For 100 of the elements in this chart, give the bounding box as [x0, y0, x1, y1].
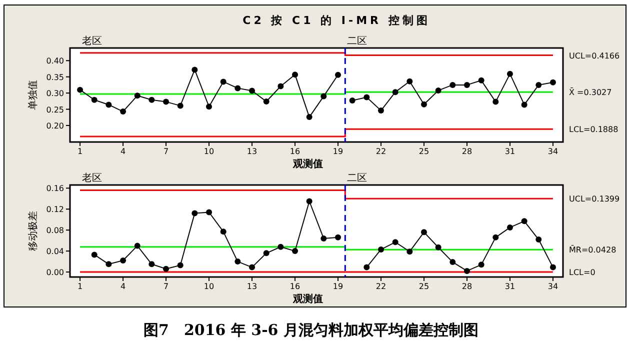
text: X̄ =0.3027: [569, 88, 612, 98]
point: [334, 234, 341, 240]
y-axis-title: 单独值: [27, 80, 39, 110]
point: [435, 87, 442, 94]
point: [192, 66, 198, 73]
point: [550, 264, 556, 270]
point: [292, 248, 298, 254]
point: [91, 96, 98, 103]
point: [521, 102, 528, 108]
y-tick-label: 0.12: [46, 205, 64, 214]
point: [334, 72, 341, 78]
point: [364, 264, 370, 270]
x-tick-label: 1: [77, 282, 83, 291]
point: [450, 82, 456, 88]
x-tick-label: 25: [418, 282, 430, 291]
point: [492, 234, 499, 240]
y-tick-label: 0.25: [46, 105, 64, 114]
point: [278, 83, 284, 90]
text: UCL=0.1399: [569, 194, 620, 204]
point: [378, 108, 384, 114]
point: [320, 93, 327, 100]
y-tick-label: 0.35: [46, 72, 64, 82]
point: [420, 229, 427, 236]
point: [378, 246, 384, 252]
x-axis-title: 观测值: [292, 293, 323, 305]
ref-line-label: 二区: [347, 173, 368, 184]
point: [148, 261, 155, 268]
point: [120, 257, 126, 264]
point: [550, 79, 556, 86]
x-tick-label: 4: [120, 147, 126, 156]
x-tick-label: 28: [462, 282, 472, 291]
y-tick-label: 0.40: [46, 56, 64, 66]
point: [320, 235, 327, 242]
x-tick-label: 34: [548, 147, 558, 156]
point: [521, 218, 528, 224]
point: [506, 224, 513, 230]
point: [406, 248, 413, 255]
x-tick-label: 31: [504, 282, 516, 291]
x-tick-label: 1: [77, 147, 83, 156]
point: [263, 98, 270, 104]
text: M̄R=0.0428: [569, 245, 616, 255]
x-tick-label: 34: [548, 282, 558, 291]
point: [464, 268, 470, 274]
caption: 图7 2016 年 3-6 月混匀料加权平均偏差控制图: [144, 321, 478, 339]
x-tick-label: 16: [290, 147, 300, 156]
point: [177, 262, 184, 268]
x-tick-label: 10: [204, 147, 214, 156]
text: LCL=0.1888: [569, 125, 618, 134]
text: 老区: [82, 172, 102, 184]
x-tick-label: 10: [204, 282, 214, 291]
point: [536, 236, 542, 243]
point: [134, 92, 140, 99]
x-tick-label: 22: [376, 147, 386, 156]
y-tick-label: 0.04: [46, 247, 64, 256]
point: [306, 114, 312, 120]
point: [464, 82, 470, 88]
point: [91, 252, 98, 258]
point: [220, 78, 226, 85]
point: [77, 86, 84, 93]
point: [163, 266, 170, 272]
point: [234, 258, 241, 265]
point: [306, 198, 312, 204]
text: UCL=0.4166: [569, 51, 620, 60]
point: [263, 250, 270, 256]
point: [364, 94, 370, 100]
y-tick-label: 0.20: [46, 121, 64, 130]
x-tick-label: 22: [376, 282, 386, 291]
point: [220, 228, 226, 235]
point: [148, 96, 155, 103]
point: [406, 78, 413, 84]
point: [234, 85, 241, 92]
x-tick-label: 16: [290, 282, 300, 291]
text: 老区: [82, 35, 102, 47]
point: [106, 102, 112, 108]
y-tick-label: 0.00: [46, 268, 64, 278]
x-tick-label: 25: [418, 147, 430, 156]
point: [134, 242, 140, 249]
point: [420, 101, 427, 108]
x-tick-label: 31: [504, 147, 516, 156]
y-tick-label: 0.16: [46, 184, 64, 194]
y-tick-label: 0.08: [46, 226, 64, 236]
point: [392, 89, 398, 96]
point: [120, 108, 126, 115]
point: [478, 77, 484, 84]
point: [450, 259, 456, 266]
x-axis-title: 观测值: [292, 158, 323, 170]
point: [192, 210, 198, 216]
x-tick-label: 28: [462, 147, 472, 156]
point: [349, 98, 356, 104]
point: [249, 264, 256, 270]
point: [435, 244, 442, 250]
ref-line-label: 二区: [347, 36, 368, 47]
point: [177, 102, 184, 109]
x-tick-label: 7: [163, 147, 169, 156]
point: [249, 88, 256, 94]
y-tick-label: 0.30: [46, 89, 64, 98]
x-tick-label: 7: [163, 282, 169, 291]
point: [492, 98, 499, 105]
point: [206, 209, 212, 216]
point: [163, 98, 170, 105]
